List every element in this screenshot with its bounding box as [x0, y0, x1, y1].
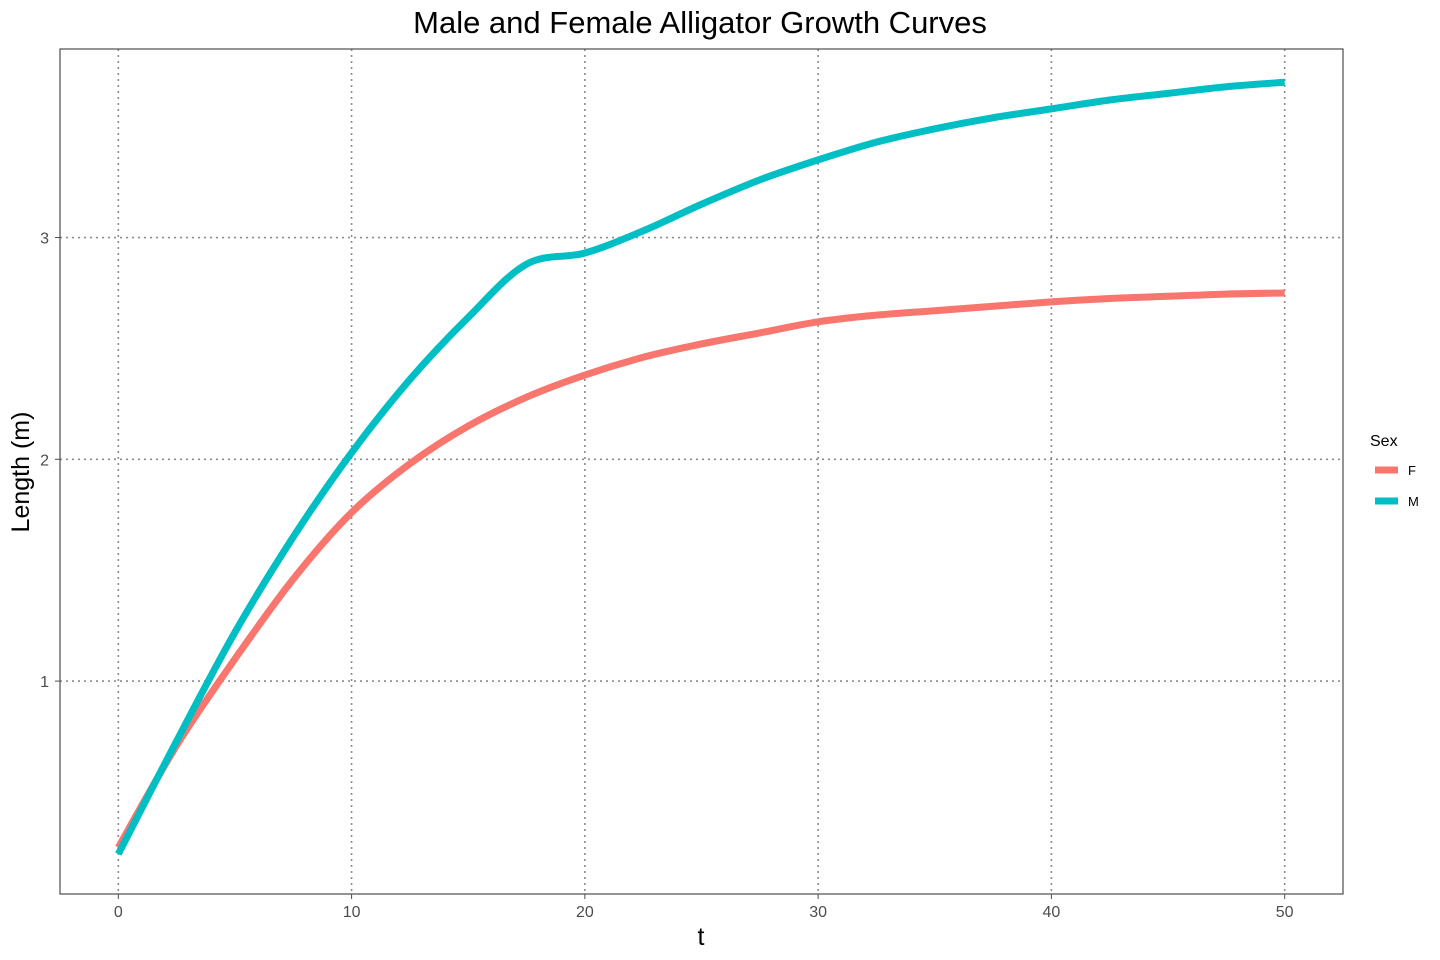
chart-title: Male and Female Alligator Growth Curves — [413, 5, 987, 40]
y-tick-label-1: 2 — [40, 452, 49, 469]
legend-label-m: M — [1408, 494, 1419, 509]
legend-title: Sex — [1370, 433, 1398, 450]
x-axis-title: t — [698, 923, 705, 951]
y-tick-label-2: 3 — [40, 231, 49, 248]
x-tick-label-5: 50 — [1276, 904, 1294, 921]
x-tick-label-4: 40 — [1043, 904, 1061, 921]
y-axis: 1 2 3 — [40, 231, 60, 691]
legend: Sex F M — [1370, 433, 1419, 509]
y-axis-title: Length (m) — [7, 412, 35, 533]
x-tick-label-0: 0 — [114, 904, 123, 921]
x-axis: 0 10 20 30 40 50 — [114, 894, 1294, 921]
grid — [60, 49, 1343, 894]
legend-label-f: F — [1408, 463, 1416, 478]
plot-panel-border — [59, 48, 1344, 895]
x-tick-label-1: 10 — [343, 904, 361, 921]
x-tick-label-3: 30 — [809, 904, 827, 921]
x-tick-label-2: 20 — [576, 904, 594, 921]
y-tick-label-0: 1 — [40, 674, 49, 691]
series-line-f — [115, 289, 1285, 850]
series-line-m — [115, 78, 1285, 856]
series-lines — [115, 78, 1285, 856]
